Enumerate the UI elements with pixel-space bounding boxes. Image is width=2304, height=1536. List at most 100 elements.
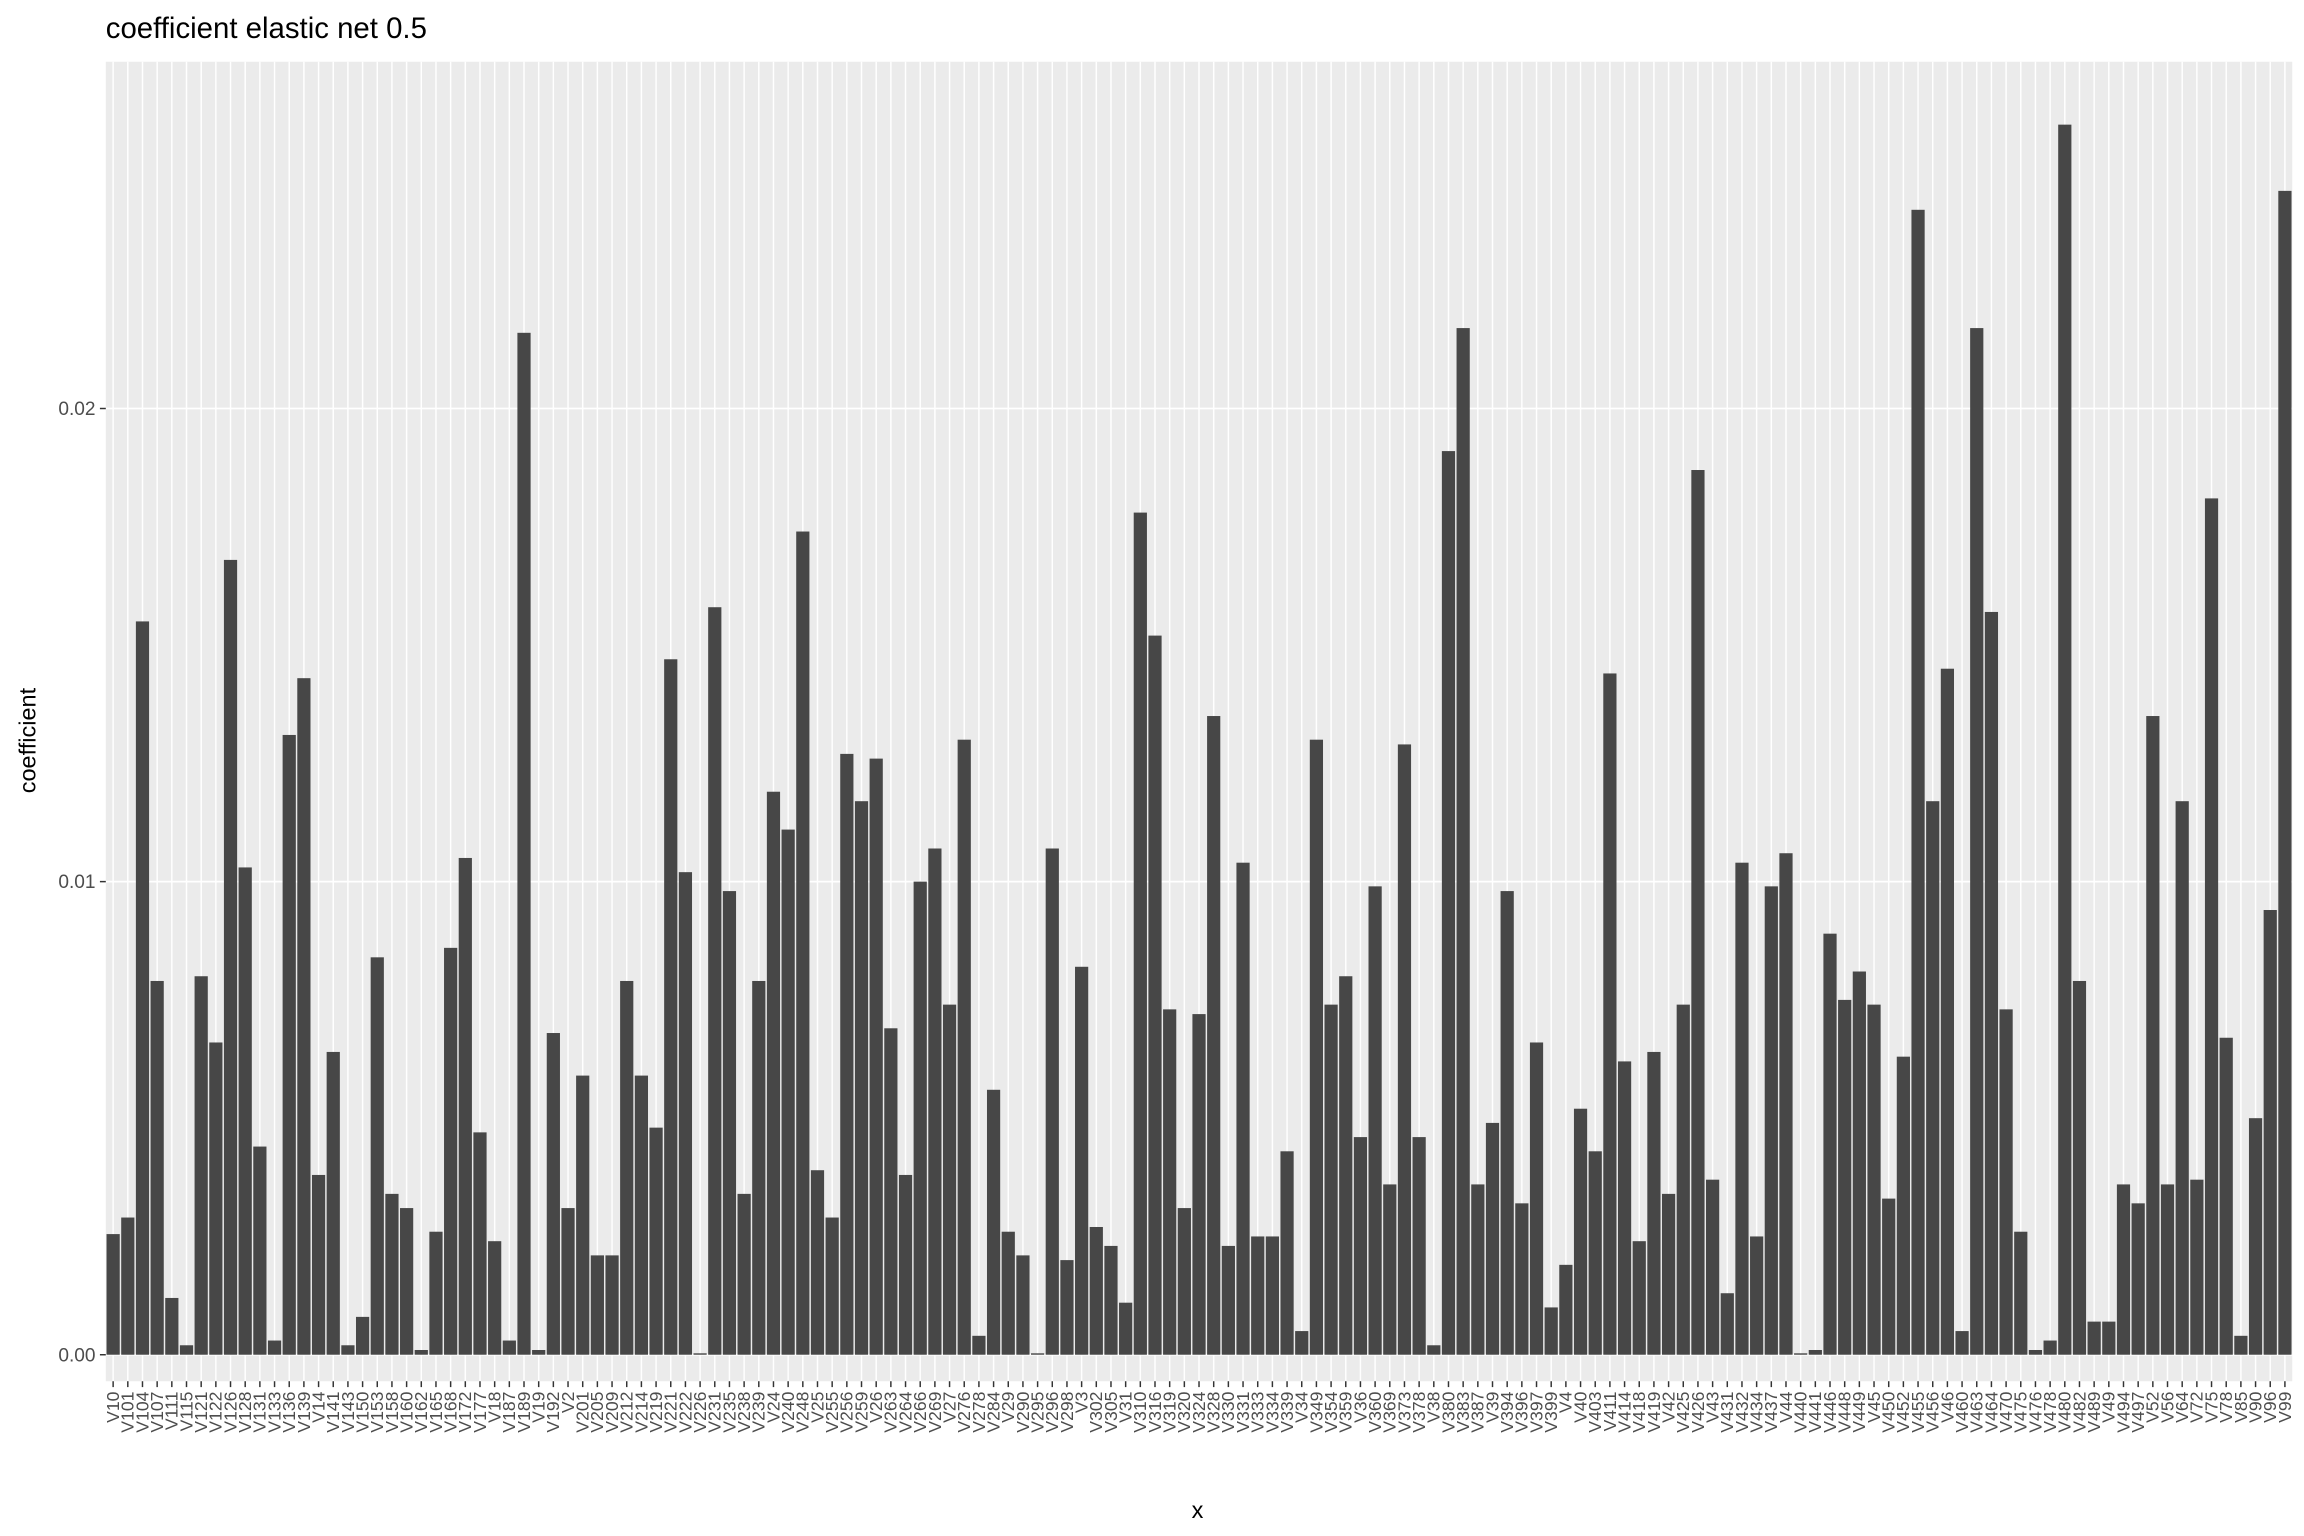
x-tick-label: V476 [2025, 1391, 2045, 1432]
x-tick-label: V126 [220, 1391, 240, 1432]
bar [1867, 1004, 1881, 1355]
x-tick-label: V96 [2260, 1391, 2280, 1423]
x-tick-label: V64 [2172, 1391, 2192, 1423]
x-tick-label: V160 [396, 1391, 416, 1432]
axes: 0.000.010.02V10V101V104V107V111V115V121V… [58, 399, 2294, 1433]
bar [1750, 1236, 1764, 1355]
x-tick-label: V42 [1658, 1392, 1678, 1423]
bar [1926, 801, 1940, 1355]
bar [1441, 451, 1456, 1355]
bar [590, 1255, 604, 1355]
x-tick-label: V189 [514, 1392, 534, 1433]
x-tick-label: V432 [1732, 1392, 1752, 1433]
x-tick-label: V449 [1849, 1392, 1869, 1433]
bar [825, 1217, 839, 1355]
bar [1089, 1226, 1103, 1355]
bar [605, 1255, 619, 1355]
x-tick-label: V266 [910, 1391, 930, 1432]
x-tick-label: V31 [1116, 1392, 1136, 1423]
x-tick-label: V310 [1130, 1391, 1150, 1432]
x-tick-label: V141 [323, 1392, 343, 1433]
bar [1295, 1331, 1309, 1355]
x-tick-label: V360 [1365, 1391, 1385, 1432]
bar [355, 1316, 370, 1355]
bar [1823, 933, 1837, 1355]
x-tick-label: V437 [1761, 1392, 1781, 1433]
bar [2146, 716, 2160, 1355]
bar [546, 1033, 560, 1355]
chart-title: coefficient elastic net 0.5 [106, 12, 427, 45]
x-tick-label: V24 [763, 1391, 783, 1423]
x-tick-label: V460 [1952, 1391, 1972, 1432]
bar [1251, 1236, 1265, 1355]
bar [194, 976, 208, 1355]
bar [2058, 124, 2072, 1355]
x-tick-label: V383 [1453, 1391, 1473, 1432]
x-tick-label: V139 [294, 1392, 314, 1433]
x-tick-label: V373 [1394, 1391, 1414, 1432]
x-tick-label: V426 [1688, 1391, 1708, 1432]
bar [1075, 966, 1089, 1355]
x-tick-label: V264 [895, 1391, 915, 1432]
x-tick-label: V40 [1570, 1391, 1590, 1423]
bar [1163, 1009, 1177, 1355]
x-tick-label: V414 [1614, 1391, 1634, 1432]
x-tick-label: V136 [279, 1391, 299, 1432]
bar [1280, 1151, 1294, 1355]
bar [1882, 1198, 1896, 1355]
x-tick-label: V49 [2099, 1392, 2119, 1423]
x-tick-label: V25 [807, 1391, 827, 1423]
x-tick-label: V239 [749, 1392, 769, 1433]
bar [385, 1193, 399, 1355]
x-tick-label: V240 [778, 1391, 798, 1432]
x-tick-label: V52 [2143, 1392, 2163, 1423]
x-tick-label: V115 [176, 1391, 196, 1431]
y-tick-label: 0.02 [58, 399, 95, 420]
bar [634, 1075, 649, 1355]
x-tick-label: V418 [1629, 1391, 1649, 1432]
x-tick-label: V122 [206, 1392, 226, 1433]
bar [972, 1335, 986, 1355]
bar [1119, 1302, 1133, 1355]
x-tick-label: V434 [1747, 1391, 1767, 1432]
x-tick-label: V396 [1512, 1391, 1532, 1432]
bar [444, 947, 458, 1355]
x-tick-label: V319 [1160, 1392, 1180, 1433]
bar [326, 1051, 340, 1355]
bar [1471, 1184, 1485, 1355]
x-tick-label: V39 [1482, 1392, 1502, 1423]
x-tick-label: V4 [1556, 1391, 1576, 1413]
bar [2043, 1340, 2057, 1355]
bar [1632, 1241, 1646, 1355]
bar [1353, 1137, 1368, 1355]
bar [458, 857, 472, 1355]
x-tick-label: V133 [264, 1391, 284, 1432]
x-tick-label: V221 [661, 1392, 681, 1433]
bar [414, 1350, 428, 1355]
x-tick-label: V238 [734, 1391, 754, 1432]
bar [869, 758, 883, 1355]
x-tick-label: V121 [191, 1392, 211, 1433]
bar [1955, 1331, 1969, 1355]
x-tick-label: V212 [617, 1392, 637, 1433]
x-tick-label: V397 [1526, 1392, 1546, 1433]
bar [1016, 1255, 1030, 1355]
bar [1368, 886, 1382, 1355]
bar [2116, 1184, 2131, 1355]
x-tick-label: V255 [822, 1391, 842, 1432]
x-tick-label: V349 [1306, 1392, 1326, 1433]
x-tick-label: V29 [998, 1392, 1018, 1423]
x-tick-label: V431 [1717, 1392, 1737, 1433]
x-tick-label: V276 [954, 1391, 974, 1432]
x-tick-label: V101 [118, 1392, 138, 1433]
bar [2278, 190, 2292, 1355]
x-tick-label: V165 [426, 1391, 446, 1432]
bar [2219, 1037, 2233, 1355]
bar [1808, 1350, 1822, 1355]
bar [1603, 673, 1617, 1355]
bar [1559, 1264, 1573, 1355]
bar [898, 1174, 913, 1355]
x-tick-label: V10 [103, 1391, 123, 1423]
x-tick-label: V290 [1013, 1391, 1033, 1432]
bar [2175, 801, 2189, 1355]
